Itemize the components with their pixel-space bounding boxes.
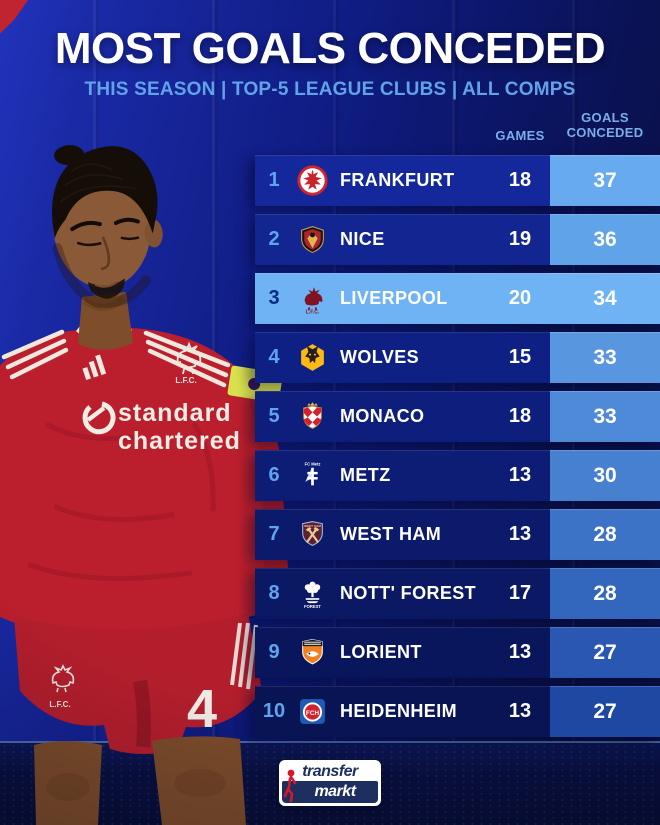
rank-value: 4 (268, 346, 280, 368)
club-name: WOLVES (340, 347, 420, 367)
club-name: LORIENT (340, 642, 422, 662)
rank-value: 9 (268, 641, 280, 663)
table-row: 5 MONACO 18 33 (255, 391, 660, 442)
shorts-crest-text: L.F.C. (49, 700, 70, 709)
transfermarkt-logo-bottom-text: markt (282, 781, 378, 803)
club-name: METZ (340, 465, 391, 485)
club-name: NOTT' FOREST (340, 583, 477, 603)
liverpool-crest-icon: L.F.C. (291, 282, 333, 316)
club-name: NICE (340, 229, 385, 249)
table-row: 2 NICE 19 36 (255, 214, 660, 265)
svg-text:FC Metz: FC Metz (304, 462, 320, 467)
svg-text:FCH: FCH (305, 710, 319, 717)
goals-conceded-value: 34 (550, 273, 660, 324)
svg-text:L.F.C.: L.F.C. (305, 310, 319, 314)
transfermarkt-player-icon (283, 769, 297, 803)
table-row: 1 FRANKFURT 18 37 (255, 155, 660, 206)
transfermarkt-logo: transfer markt (279, 760, 381, 806)
table-rows: 1 FRANKFURT 18 37 2 NICE 19 36 3 L.F.C. … (255, 155, 660, 737)
table-row: 6 FC Metz METZ 13 30 (255, 450, 660, 501)
rank-value: 5 (268, 405, 280, 427)
svg-text:WEST HAM: WEST HAM (304, 524, 321, 528)
svg-text:FOREST: FOREST (304, 604, 321, 609)
rank-value: 8 (268, 582, 280, 604)
goals-conceded-value: 28 (550, 509, 660, 560)
table-row: 7 WEST HAM WEST HAM 13 28 (255, 509, 660, 560)
club-name: LIVERPOOL (340, 288, 448, 308)
goals-conceded-value: 27 (550, 686, 660, 737)
goals-conceded-value: 30 (550, 450, 660, 501)
table-row: 3 L.F.C. LIVERPOOL 20 34 (255, 273, 660, 324)
rank-value: 10 (262, 700, 286, 722)
games-value: 13 (508, 700, 532, 722)
floor-band (0, 741, 660, 825)
games-value: 19 (508, 228, 532, 250)
games-value: 13 (508, 641, 532, 663)
table-row: 10 FCH HEIDENHEIM 13 27 (255, 686, 660, 737)
nice-crest-icon (291, 223, 333, 257)
monaco-crest-icon (291, 400, 333, 434)
goals-conceded-column-header: GOALS CONCEDED (566, 110, 644, 140)
goals-conceded-value: 33 (550, 332, 660, 383)
games-value: 18 (508, 169, 532, 191)
page-subtitle: THIS SEASON | TOP-5 LEAGUE CLUBS | ALL C… (84, 79, 576, 100)
goals-conceded-value: 27 (550, 627, 660, 678)
sponsor-logo: standard chartered (82, 399, 241, 455)
heidenheim-crest-icon: FCH (291, 695, 333, 729)
jersey-crest-text: L.F.C. (175, 376, 196, 385)
games-value: 18 (508, 405, 532, 427)
games-value: 17 (508, 582, 532, 604)
club-name: WEST HAM (340, 524, 442, 544)
goals-conceded-value: 37 (550, 155, 660, 206)
rank-value: 7 (268, 523, 280, 545)
goals-conceded-value: 28 (550, 568, 660, 619)
sponsor-line1: standard (118, 399, 232, 427)
club-name: FRANKFURT (340, 170, 455, 190)
games-value: 13 (508, 464, 532, 486)
metz-crest-icon: FC Metz (291, 459, 333, 493)
table-row: 8 FOREST NOTT' FOREST 17 28 (255, 568, 660, 619)
rank-value: 1 (268, 169, 280, 191)
transfermarkt-logo-top-text: transfer (302, 763, 358, 780)
shorts-number: 4 (187, 679, 217, 739)
wolves-crest-icon (291, 341, 333, 375)
games-value: 15 (508, 346, 532, 368)
games-column-header: GAMES (495, 128, 545, 143)
nottingham-forest-crest-icon: FOREST (291, 577, 333, 611)
frankfurt-crest-icon (291, 164, 333, 198)
table-row: 9 LORIENT 13 27 (255, 627, 660, 678)
rank-value: 2 (268, 228, 280, 250)
goals-conceded-value: 33 (550, 391, 660, 442)
sponsor-line2: chartered (118, 427, 241, 455)
club-name: HEIDENHEIM (340, 701, 458, 721)
west-ham-crest-icon: WEST HAM (291, 518, 333, 552)
games-value: 13 (508, 523, 532, 545)
lorient-crest-icon (291, 636, 333, 670)
table-row: 4 WOLVES 15 33 (255, 332, 660, 383)
player-head (52, 145, 163, 309)
club-name: MONACO (340, 406, 425, 426)
games-value: 20 (508, 287, 532, 309)
goals-conceded-value: 36 (550, 214, 660, 265)
rank-value: 3 (268, 287, 280, 309)
rank-value: 6 (268, 464, 280, 486)
page-title: MOST GOALS CONCEDED (54, 24, 606, 73)
